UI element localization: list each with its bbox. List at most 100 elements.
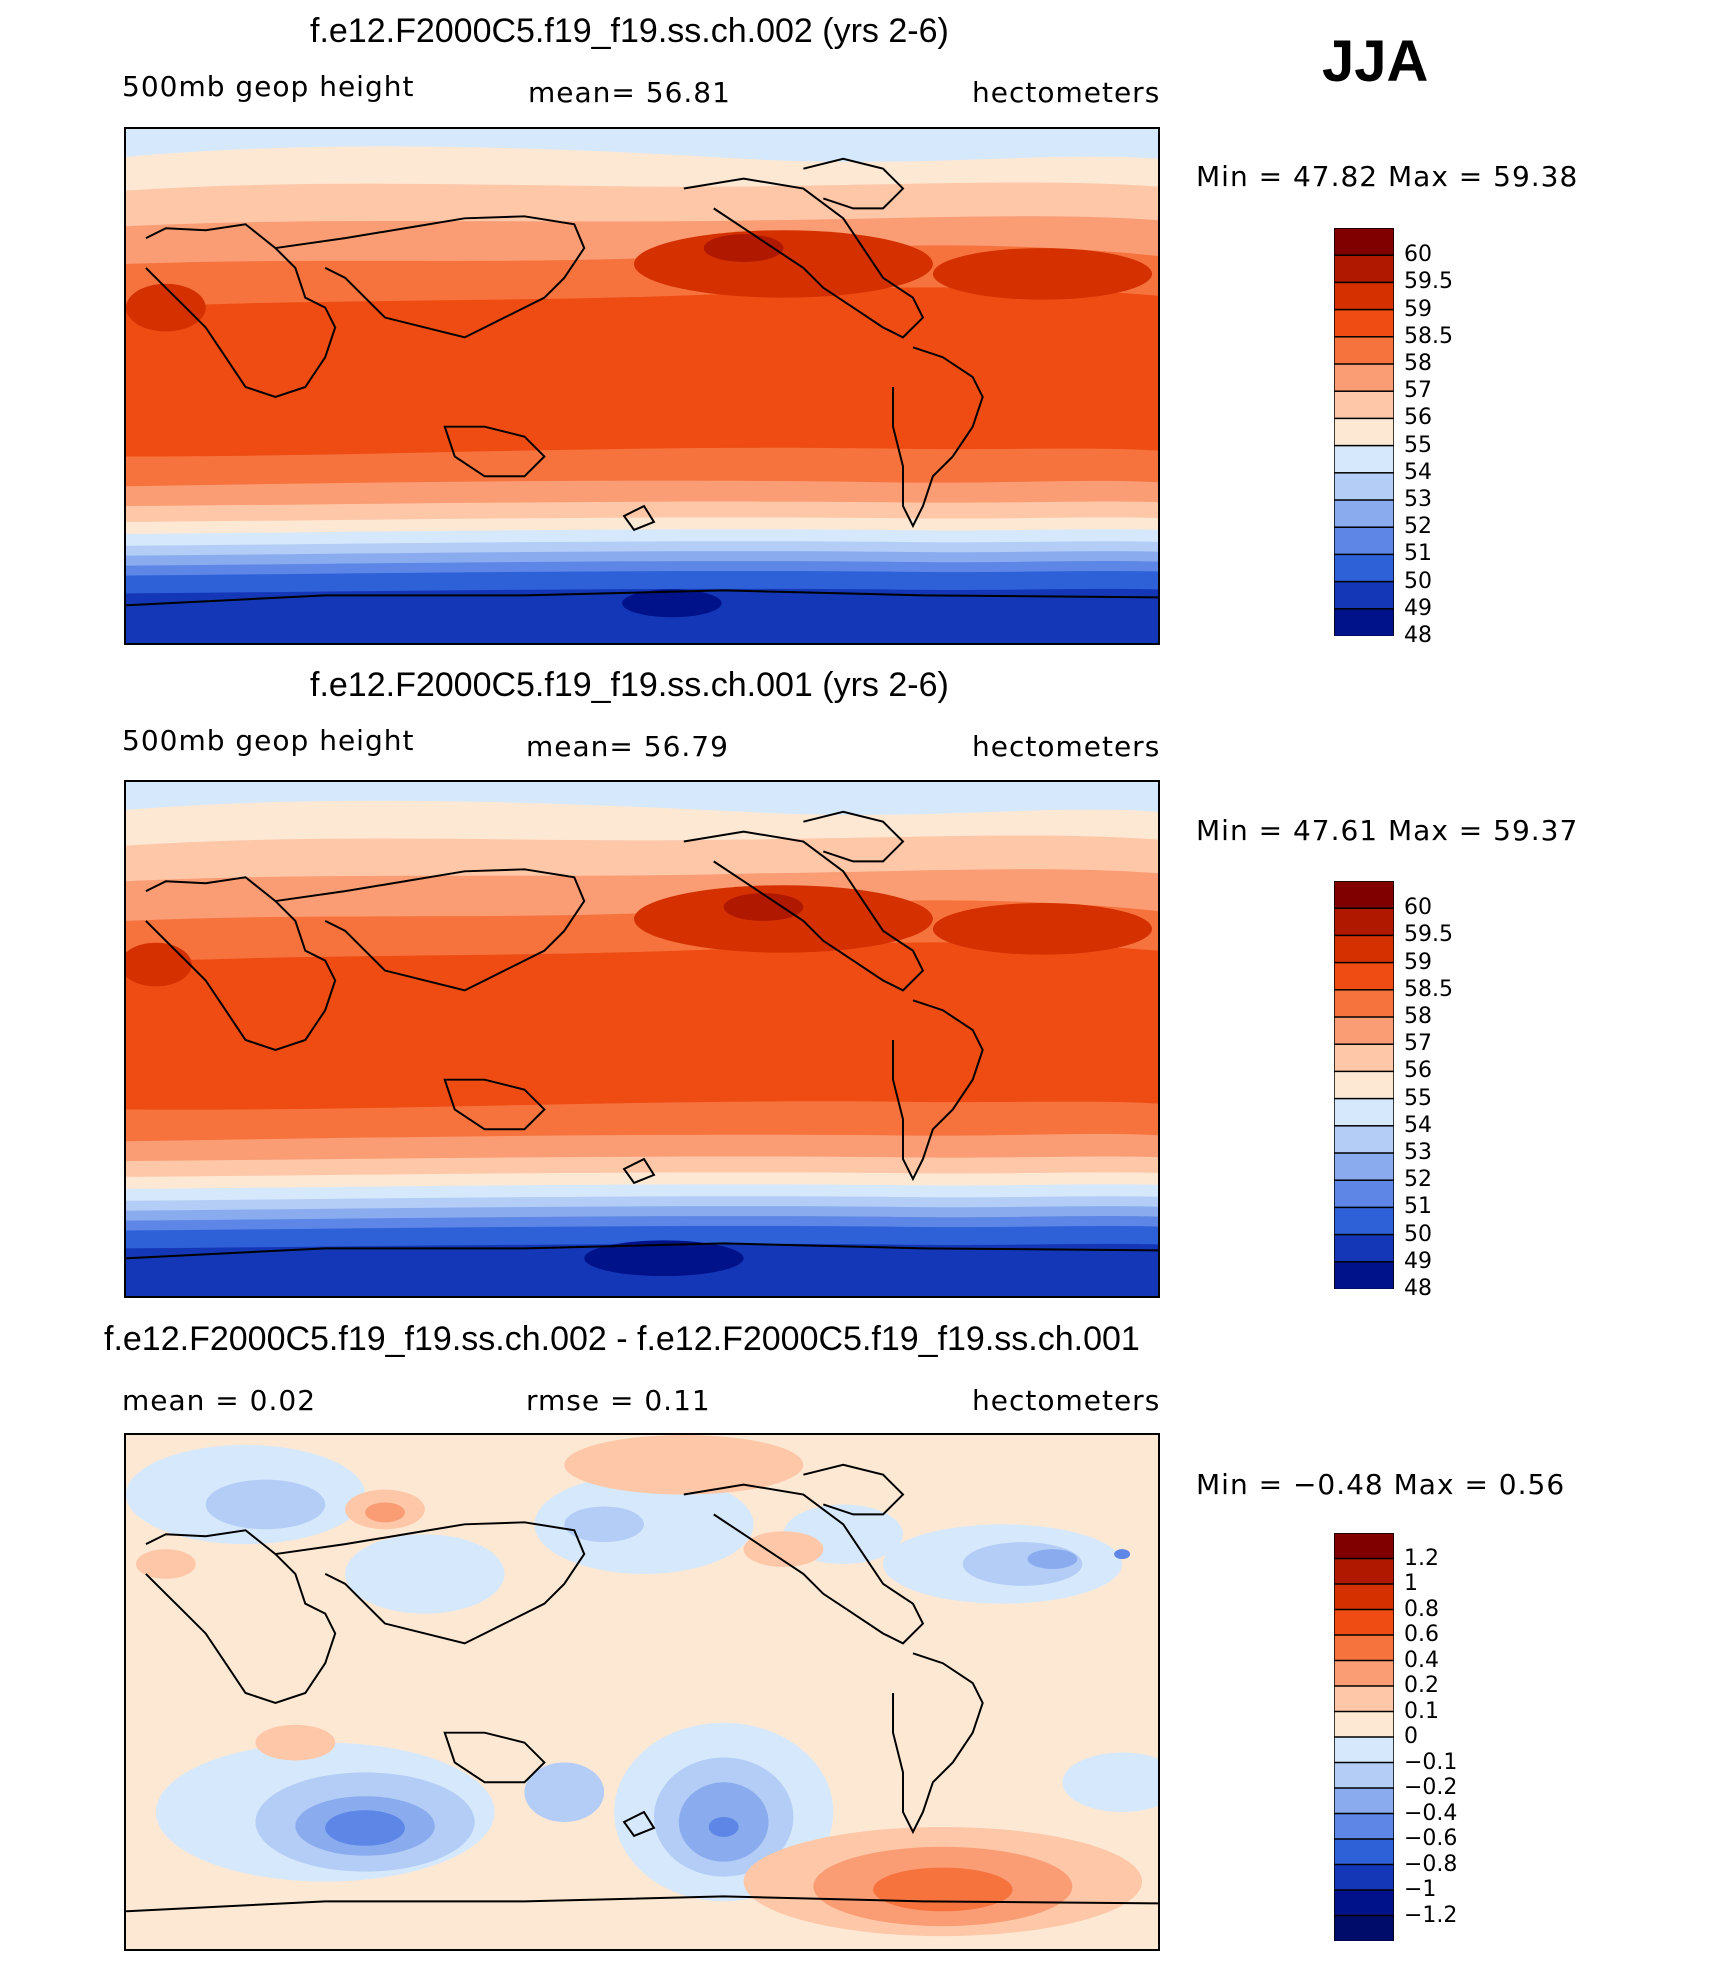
colorbar-swatch [1334,1261,1394,1289]
colorbar-tick-label: 54 [1404,1112,1432,1138]
panel1-title: f.e12.F2000C5.f19_f19.ss.ch.002 (yrs 2-6… [310,12,949,50]
colorbar-tick-label: −0.2 [1404,1775,1458,1800]
panel2-colorbar [1334,881,1394,1289]
colorbar-swatch [1334,308,1394,339]
panel2-map [124,780,1160,1298]
colorbar-swatch [1334,1659,1394,1688]
colorbar-tick-label: −0.1 [1404,1749,1458,1775]
colorbar-tick-label: 0.1 [1404,1698,1439,1724]
colorbar-tick-label: 59 [1404,296,1432,322]
colorbar-tick-label: 60 [1404,895,1432,921]
colorbar-swatch [1334,1125,1394,1155]
colorbar-tick-label: 50 [1404,1221,1432,1247]
colorbar-swatch [1334,553,1394,583]
panel1-map [124,127,1160,645]
colorbar-tick-label: −1 [1404,1877,1437,1902]
panel3-colorbar [1334,1533,1394,1941]
colorbar-swatch [1334,1889,1394,1917]
panel2-units-label: hectometers [972,730,1161,763]
colorbar-swatch [1334,1787,1394,1815]
colorbar-tick-label: 56 [1404,405,1432,431]
colorbar-swatch [1334,1761,1394,1790]
colorbar-swatch [1334,1914,1394,1941]
colorbar-swatch [1334,281,1394,311]
colorbar-swatch [1334,254,1394,284]
panel3-map [124,1433,1160,1951]
colorbar-tick-label: 55 [1404,432,1432,458]
colorbar-swatch [1334,1634,1394,1662]
panel3-min-max: Min = −0.48 Max = 0.56 [1196,1468,1566,1501]
colorbar-swatch [1334,1583,1394,1611]
panel2-variable-label: 500mb geop height [122,724,415,757]
colorbar-swatch [1334,989,1394,1019]
colorbar-swatch [1334,934,1394,964]
colorbar-tick-label: 53 [1404,487,1432,512]
colorbar-tick-label: 59.5 [1404,269,1453,295]
colorbar-tick-label: 50 [1404,568,1432,594]
colorbar-swatch [1334,417,1394,447]
colorbar-tick-label: 57 [1404,378,1432,404]
colorbar-tick-label: 58.5 [1404,323,1453,349]
colorbar-swatch [1334,1685,1394,1713]
panel3-units-label: hectometers [972,1384,1161,1417]
colorbar-tick-label: 1 [1404,1571,1418,1596]
colorbar-swatch [1334,390,1394,420]
colorbar-tick-label: 59 [1404,949,1432,975]
colorbar-swatch [1334,1206,1394,1236]
colorbar-swatch [1334,336,1394,366]
colorbar-tick-label: −1.2 [1404,1902,1458,1928]
colorbar-tick-label: −0.8 [1404,1851,1458,1877]
colorbar-tick-label: 58 [1404,1004,1432,1029]
colorbar-tick-label: 53 [1404,1140,1432,1165]
panel2-mean-label: mean= 56.79 [526,730,729,763]
colorbar-swatch [1334,580,1394,611]
colorbar-swatch [1334,444,1394,475]
colorbar-swatch [1334,1152,1394,1182]
colorbar-tick-label: 0.4 [1404,1647,1439,1673]
colorbar-swatch [1334,1863,1394,1892]
colorbar-tick-label: 52 [1404,514,1432,540]
colorbar-tick-label: 0.6 [1404,1622,1439,1647]
colorbar-swatch [1334,1736,1394,1764]
colorbar-tick-label: −0.6 [1404,1826,1458,1851]
colorbar-tick-label: 58 [1404,351,1432,376]
colorbar-swatch [1334,1533,1394,1560]
panel3-title: f.e12.F2000C5.f19_f19.ss.ch.002 - f.e12.… [104,1320,1140,1358]
colorbar-tick-label: 51 [1404,541,1432,567]
colorbar-swatch [1334,1608,1394,1637]
colorbar-swatch [1334,1043,1394,1073]
colorbar-swatch [1334,907,1394,937]
panel1-colorbar [1334,228,1394,636]
colorbar-tick-label: 48 [1404,1276,1432,1301]
colorbar-tick-label: 60 [1404,242,1432,268]
colorbar-swatch [1334,228,1394,257]
colorbar-tick-label: 52 [1404,1167,1432,1193]
colorbar-swatch [1334,961,1394,992]
panel2-title: f.e12.F2000C5.f19_f19.ss.ch.001 (yrs 2-6… [310,666,949,704]
colorbar-swatch [1334,608,1394,636]
season-label: JJA [1322,29,1429,94]
colorbar-swatch [1334,1016,1394,1046]
panel2-min-max: Min = 47.61 Max = 59.37 [1196,814,1579,847]
colorbar-swatch [1334,1557,1394,1586]
colorbar-swatch [1334,1097,1394,1128]
colorbar-tick-label: 0.8 [1404,1596,1439,1622]
colorbar-swatch [1334,1070,1394,1100]
colorbar-swatch [1334,499,1394,529]
colorbar-swatch [1334,363,1394,393]
colorbar-swatch [1334,1233,1394,1264]
colorbar-tick-label: 0.2 [1404,1673,1439,1698]
colorbar-swatch [1334,1838,1394,1866]
panel3-rmse-label: rmse = 0.11 [526,1384,711,1417]
colorbar-tick-label: 49 [1404,1248,1432,1274]
colorbar-tick-label: 48 [1404,623,1432,648]
colorbar-tick-label: 58.5 [1404,976,1453,1002]
colorbar-swatch [1334,881,1394,910]
colorbar-tick-label: 55 [1404,1085,1432,1111]
panel3-mean-label: mean = 0.02 [122,1384,317,1417]
colorbar-swatch [1334,1812,1394,1841]
colorbar-tick-label: 54 [1404,459,1432,485]
panel1-units-label: hectometers [972,76,1161,109]
colorbar-tick-label: 49 [1404,595,1432,621]
panel1-min-max: Min = 47.82 Max = 59.38 [1196,160,1579,193]
